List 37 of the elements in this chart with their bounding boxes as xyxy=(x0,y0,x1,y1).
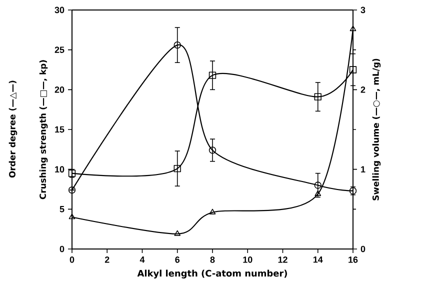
x-tick-label: 16 xyxy=(348,256,358,263)
x-tick-label: 6 xyxy=(175,256,180,263)
y-tick-label: 10 xyxy=(55,166,64,173)
point xyxy=(209,208,216,214)
point xyxy=(349,66,357,74)
y2-tick-label: 0 xyxy=(360,246,366,252)
y-tick-label: 20 xyxy=(54,86,64,93)
point xyxy=(314,93,322,100)
y-axis-title: Crushing strength (—□—, kp) xyxy=(39,60,48,200)
point xyxy=(349,187,357,194)
y2-tick-label: 2 xyxy=(360,86,366,93)
point xyxy=(68,170,76,177)
point xyxy=(68,214,76,220)
x-axis-title: Alkyl length (C-atom number) xyxy=(137,270,287,278)
x-tick-label: 4 xyxy=(140,256,145,263)
x-tick-label: 12 xyxy=(278,256,288,263)
point xyxy=(208,146,216,154)
x-tick-label: 10 xyxy=(243,256,252,263)
y-tick-label: 5 xyxy=(60,206,64,212)
y2-tick-label: 3 xyxy=(360,6,366,14)
point xyxy=(350,26,356,32)
point xyxy=(174,230,181,236)
point xyxy=(174,41,181,49)
x-tick-label: 2 xyxy=(104,256,110,263)
y-tick-label: 30 xyxy=(54,6,64,14)
y2-axis-title: Swelling volume (—○—, mL/g) xyxy=(372,58,381,200)
y-tick-label: 15 xyxy=(55,126,64,133)
x-tick-label: 14 xyxy=(313,256,323,263)
point xyxy=(174,164,181,172)
y-tick-label: 25 xyxy=(54,46,64,54)
point xyxy=(208,72,216,79)
x-tick-label: 0 xyxy=(70,256,74,263)
point xyxy=(314,182,322,189)
y-tick-label: 0 xyxy=(60,246,64,252)
x-tick-label: 8 xyxy=(210,256,215,263)
text: Order degree (—△—) xyxy=(8,80,18,178)
y2-tick-label: 1 xyxy=(361,166,366,172)
